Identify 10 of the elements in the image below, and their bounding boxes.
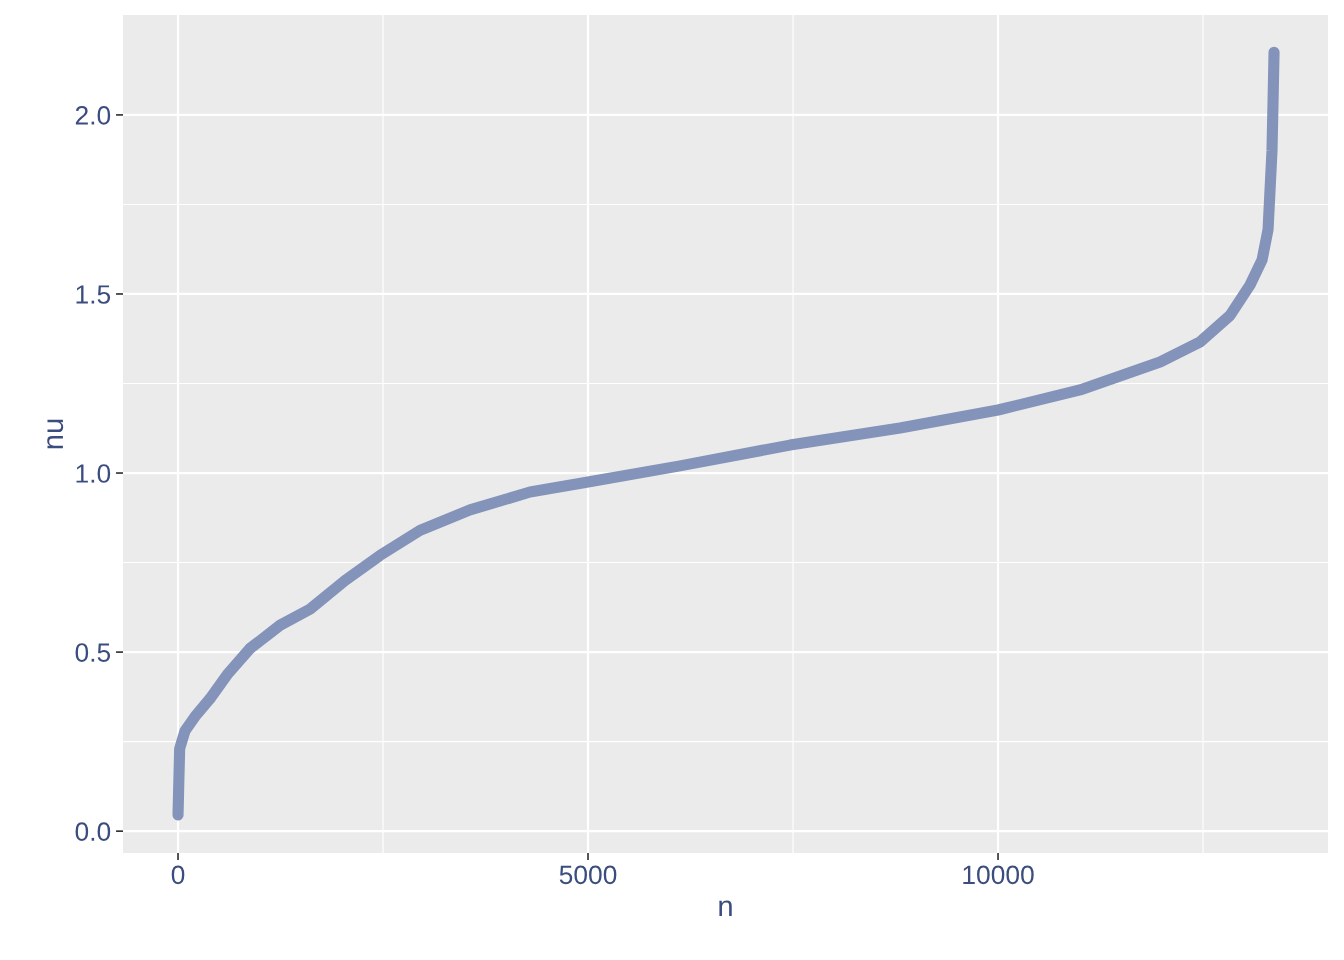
x-tick-label: 0 xyxy=(171,865,185,885)
y-tick-label: 1.0 xyxy=(76,464,111,483)
y-axis-title: nu xyxy=(47,419,64,449)
y-tick-label: 1.5 xyxy=(76,285,111,304)
x-tick-label: 5000 xyxy=(559,865,617,885)
y-tick-label: 0.5 xyxy=(75,643,111,662)
y-tick-label: 0.0 xyxy=(75,822,111,841)
x-tick-label: 10000 xyxy=(963,865,1034,885)
y-tick-label: 2.0 xyxy=(75,106,111,125)
x-axis-title: n xyxy=(719,900,732,917)
